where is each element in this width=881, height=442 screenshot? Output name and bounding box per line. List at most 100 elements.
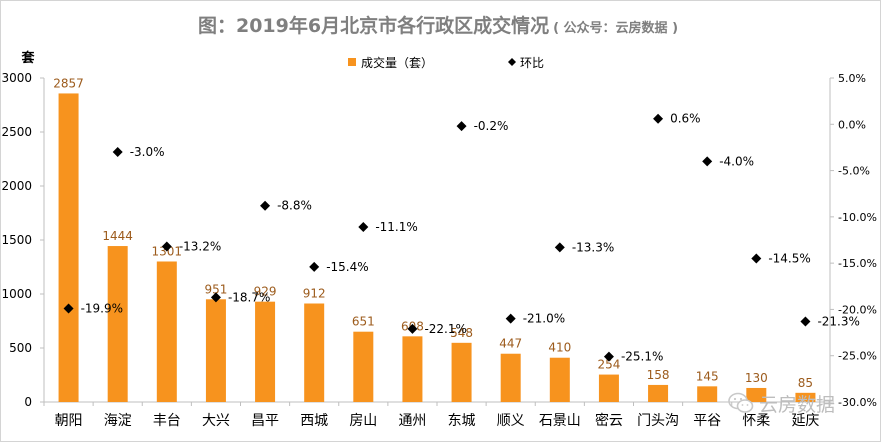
mom-value-label: -21.0% [523, 312, 565, 326]
mom-point [358, 222, 369, 233]
bar-value-label: 145 [696, 369, 719, 383]
mom-point [505, 313, 516, 324]
legend-swatch-volume [348, 58, 356, 66]
mom-value-label: -0.2% [474, 119, 509, 133]
x-tick-label: 平谷 [693, 413, 721, 429]
mom-value-label: -4.0% [719, 154, 754, 168]
mom-value-label: -22.1% [424, 322, 466, 336]
y2-tick-label: 0.0% [838, 118, 866, 131]
bar-value-label: 130 [745, 371, 768, 385]
x-tick-label: 海淀 [104, 413, 132, 429]
x-tick-label: 延庆 [791, 413, 819, 429]
y2-tick-label: -20.0% [838, 303, 877, 316]
mom-value-label: -13.2% [179, 239, 221, 253]
bar-value-label: 1301 [152, 244, 183, 258]
mom-value-label: -19.9% [81, 302, 123, 316]
watermark: 云房数据 [727, 388, 835, 418]
bar-value-label: 548 [450, 326, 473, 340]
bar [549, 357, 570, 402]
x-tick-label: 东城 [448, 413, 476, 429]
y-tick-label: 1000 [1, 287, 32, 301]
mom-value-label: 0.6% [670, 112, 701, 126]
watermark-text: 云房数据 [759, 393, 836, 416]
mom-point [161, 241, 172, 252]
x-tick-label: 昌平 [251, 413, 279, 429]
bar [697, 386, 718, 402]
y-tick-label: 2500 [1, 125, 32, 139]
y2-tick-label: -5.0% [838, 165, 870, 178]
bar-value-label: 1444 [102, 229, 133, 243]
mom-value-label: -18.7% [228, 290, 270, 304]
bar [156, 261, 177, 402]
x-tick-label: 怀柔 [742, 413, 770, 429]
x-tick-label: 朝阳 [55, 413, 83, 429]
mom-point [63, 303, 74, 314]
x-tick-label: 房山 [349, 413, 377, 429]
mom-point [554, 242, 565, 253]
y2-tick-label: 5.0% [838, 72, 866, 85]
mom-value-label: -21.3% [817, 314, 859, 328]
bar-value-label: 447 [499, 337, 522, 351]
mom-value-label: -3.0% [130, 145, 165, 159]
bar-value-label: 254 [597, 358, 620, 372]
bar-value-label: 951 [204, 282, 227, 296]
bar-value-label: 912 [303, 287, 326, 301]
bar [598, 374, 619, 402]
chart-title-main: 图：2019年6月北京市各行政区成交情况 [198, 14, 549, 37]
bar [58, 93, 79, 402]
mom-value-label: -13.3% [572, 240, 614, 254]
y2-tick-label: -10.0% [838, 211, 877, 224]
bar-value-label: 85 [798, 376, 813, 390]
bar [451, 342, 472, 402]
mom-point [603, 351, 614, 362]
bar [746, 387, 767, 402]
mom-point [702, 156, 713, 167]
x-tick-label: 西城 [300, 413, 328, 429]
wechat-bubble-icon [728, 392, 754, 413]
bar-value-label: 158 [647, 368, 670, 382]
y2-tick-label: -30.0% [838, 396, 877, 409]
mom-value-label: -8.8% [277, 199, 312, 213]
mom-point [407, 323, 418, 334]
x-tick-label: 石景山 [539, 413, 581, 429]
bar [255, 301, 276, 402]
mom-point [800, 316, 811, 327]
bar [648, 384, 669, 402]
bar [304, 303, 325, 402]
bar-value-label: 929 [254, 285, 277, 299]
y2-tick-label: -15.0% [838, 257, 877, 270]
y-tick-label: 0 [24, 395, 32, 409]
mom-value-label: -11.1% [375, 220, 417, 234]
y-axis-unit-label: 套 [20, 50, 35, 66]
mom-point [751, 253, 762, 264]
x-tick-label: 大兴 [202, 413, 230, 429]
x-tick-label: 丰台 [153, 413, 181, 429]
y2-tick-label: -25.0% [838, 350, 877, 363]
mom-point [456, 121, 467, 132]
chart-title: 图：2019年6月北京市各行政区成交情况( 公众号：云房数据 ) [198, 14, 678, 37]
bar-value-label: 2857 [53, 76, 84, 90]
legend-swatch-mom [508, 58, 516, 66]
mom-point [309, 261, 320, 272]
x-tick-label: 通州 [398, 413, 426, 429]
x-tick-label: 密云 [595, 412, 623, 429]
mom-value-label: -14.5% [768, 252, 810, 266]
bar [500, 353, 521, 402]
bar [107, 246, 128, 402]
legend-label-mom: 环比 [520, 56, 544, 70]
mom-point [260, 200, 271, 211]
mom-point [112, 147, 123, 158]
y-tick-label: 3000 [1, 71, 32, 85]
mom-point [653, 113, 664, 124]
legend-label-volume: 成交量（套） [361, 55, 433, 70]
bar-value-label: 410 [548, 341, 571, 355]
x-tick-label: 门头沟 [637, 413, 679, 429]
mom-point [210, 292, 221, 303]
mom-value-label: -15.4% [326, 260, 368, 274]
bar [205, 299, 226, 402]
y-tick-label: 2000 [1, 179, 32, 193]
mom-value-label: -25.1% [621, 350, 663, 364]
bar-value-label: 651 [352, 315, 375, 329]
bar [795, 392, 816, 402]
